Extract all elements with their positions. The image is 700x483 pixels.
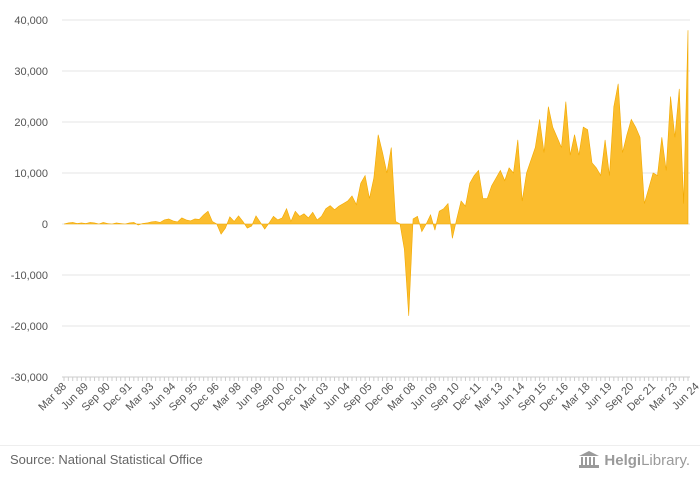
brand-name-bold: Helgi <box>604 451 642 469</box>
chart: -30,000 -20,000 -10,000 0 10,000 20,000 30,000… <box>11 15 700 414</box>
chart-footer: Source: National Statistical Office Helg… <box>0 445 700 483</box>
brand-name-light: Library. <box>641 451 690 469</box>
y-tick-label: -20,000 <box>11 321 48 333</box>
y-tick-label: -30,000 <box>11 372 48 384</box>
plot-area <box>63 30 689 316</box>
y-tick-label: 0 <box>42 219 48 231</box>
area-series <box>63 30 689 316</box>
y-axis: -30,000 -20,000 -10,000 0 10,000 20,000 30,000… <box>11 15 48 384</box>
y-tick-label: 40,000 <box>14 15 48 27</box>
y-tick-label: 20,000 <box>14 117 48 129</box>
y-tick-label: 30,000 <box>14 66 48 78</box>
library-building-icon <box>579 451 600 468</box>
y-tick-label: 10,000 <box>14 168 48 180</box>
y-tick-label: -10,000 <box>11 270 48 282</box>
source-note: Source: National Statistical Office <box>10 452 203 467</box>
brand-logo[interactable]: Helgi Library. <box>578 450 690 470</box>
